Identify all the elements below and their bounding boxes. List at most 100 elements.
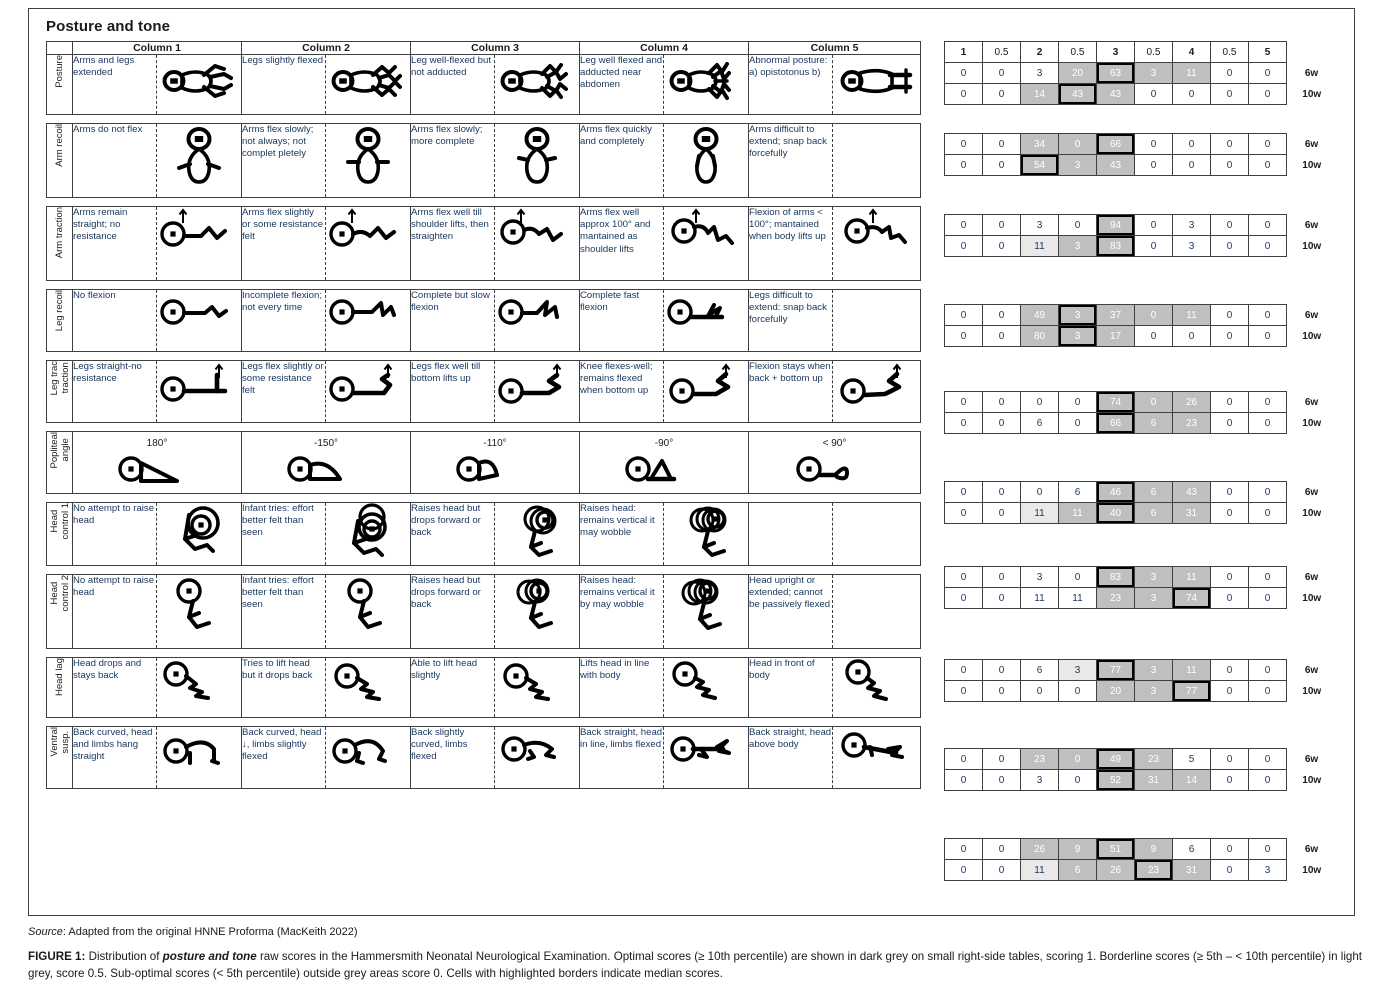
header-column-4: Column 4: [579, 41, 749, 55]
score-cell: 3: [1020, 62, 1059, 84]
score-row-6w: 0 0 23 0 49 23 5 0 0 6w: [944, 748, 1337, 770]
score-block-3: 0 0 49 3 37 0 11 0 0 6w 0 0 80 3 17 0 0 0 0 10w: [944, 304, 1337, 347]
score-block-5: 0 0 0 6 46 6 43 0 0 6w 0 0 11 11 40 6 31 0 0 10w: [944, 481, 1337, 524]
score-header-row: 1 0.5 2 0.5 3 0.5 4 0.5 5: [944, 41, 1337, 63]
score-cell: 0: [1058, 412, 1097, 434]
score-cell: 0: [982, 62, 1021, 84]
figure-headlag-3: [494, 657, 580, 718]
score-cell: 0: [1210, 325, 1249, 347]
score-cell: 0: [982, 325, 1021, 347]
header-row: Column 1 Column 2 Column 3 Column 4 Colu…: [46, 41, 921, 55]
description-cell-5: [748, 502, 833, 566]
score-cell: 0: [944, 587, 983, 609]
score-cell: 37: [1096, 304, 1135, 326]
description-cell-5: Flexion of arms < 100°; mantained when b…: [748, 206, 833, 281]
score-cell: 0: [982, 680, 1021, 702]
row-gap: [46, 717, 921, 727]
angle-cell-5: < 90°: [748, 431, 921, 494]
score-cell: 20: [1096, 680, 1135, 702]
score-cell: 6: [1058, 481, 1097, 503]
figure-popliteal-4: [580, 449, 748, 489]
score-cell: 0: [982, 133, 1021, 155]
figure-headlag-1: [156, 657, 242, 718]
score-cell: 0: [1248, 62, 1287, 84]
score-cell: 3: [1134, 566, 1173, 588]
score-cell: 66: [1096, 133, 1135, 155]
score-cell: 0: [1058, 680, 1097, 702]
score-row-10w: 0 0 0 0 20 3 77 0 0 10w: [944, 680, 1337, 702]
figure-caption: FIGURE 1: Distribution of posture and to…: [28, 948, 1363, 982]
score-cell: 0: [1210, 859, 1249, 881]
score-cell: 0: [1248, 133, 1287, 155]
score-cell: 9: [1134, 838, 1173, 860]
figure-ventral-4: [663, 726, 749, 789]
score-cell: 11: [1020, 502, 1059, 524]
score-cell: 0: [1210, 838, 1249, 860]
score-cell: 14: [1172, 769, 1211, 791]
score-cell: 3: [1058, 659, 1097, 681]
figure-headctl2-2: [325, 574, 411, 649]
score-cell: 3: [1134, 680, 1173, 702]
score-table: 0 0 23 0 49 23 5 0 0 6w 0 0 3 0 52 31 14 0 0 10w: [944, 748, 1337, 791]
figure-armtraction-5: [832, 206, 921, 281]
score-row-10w: 0 0 11 11 40 6 31 0 0 10w: [944, 502, 1337, 524]
score-cell: 26: [1096, 859, 1135, 881]
score-cell: 63: [1096, 62, 1135, 84]
score-cell: 3: [1134, 62, 1173, 84]
figure-armrecoil-2: [325, 123, 411, 198]
score-cell: 31: [1172, 859, 1211, 881]
table-body: Posture Arms and legs extended Legs sligh…: [46, 54, 921, 789]
week-label: 10w: [1286, 412, 1337, 434]
figure-popliteal-2: [242, 449, 410, 489]
score-header-5: 0.5: [1134, 41, 1173, 63]
score-row-10w: 0 0 6 0 66 6 23 0 0 10w: [944, 412, 1337, 434]
score-table: 0 0 49 3 37 0 11 0 0 6w 0 0 80 3 17 0 0 0 0 10w: [944, 304, 1337, 347]
week-label: 6w: [1286, 62, 1337, 84]
score-cell: 0: [1020, 680, 1059, 702]
score-table: 0 0 6 3 77 3 11 0 0 6w 0 0 0 0 20 3 77 0 0 10w: [944, 659, 1337, 702]
score-cell: 0: [982, 859, 1021, 881]
description-cell-3: Raises head but drops forward or back: [410, 574, 495, 649]
score-cell: 23: [1096, 587, 1135, 609]
score-cell: 0: [1210, 154, 1249, 176]
score-cell: 0: [982, 481, 1021, 503]
description-cell-1: Arms and legs extended: [72, 54, 157, 115]
score-header-6: 4: [1172, 41, 1211, 63]
score-cell: 11: [1172, 304, 1211, 326]
score-cell: 0: [1172, 133, 1211, 155]
week-label: 10w: [1286, 587, 1337, 609]
score-cell: 66: [1096, 412, 1135, 434]
description-cell-4: Raises head: remains vertical it by may …: [579, 574, 664, 649]
figure-cell-empty: [832, 502, 921, 566]
week-label: 10w: [1286, 83, 1337, 105]
description-cell-2: Legs slightly flexed: [241, 54, 326, 115]
week-label: 6w: [1286, 481, 1337, 503]
score-cell: 34: [1020, 133, 1059, 155]
score-row-6w: 0 0 3 0 94 0 3 0 0 6w: [944, 214, 1337, 236]
score-cell: 0: [1058, 566, 1097, 588]
angle-cell-3: -110°: [410, 431, 580, 494]
score-cell: 3: [1172, 214, 1211, 236]
row-label: Head control 2: [46, 574, 73, 649]
figure-armrecoil-1: [156, 123, 242, 198]
score-header-3: 0.5: [1058, 41, 1097, 63]
description-cell-5: Head in front of body: [748, 657, 833, 718]
score-block-1: 0 0 34 0 66 0 0 0 0 6w 0 0 54 3 43 0 0 0 0 10w: [944, 133, 1337, 176]
score-cell: 0: [1248, 838, 1287, 860]
row-gap: [46, 197, 921, 207]
description-cell-2: Back curved, head ↓, limbs slightly flex…: [241, 726, 326, 789]
score-cell: 46: [1096, 481, 1135, 503]
row-label: Head control 1: [46, 502, 73, 566]
score-cell: 0: [1020, 391, 1059, 413]
table-row: Head control 2 No attempt to raise head I…: [46, 574, 921, 649]
week-label: 10w: [1286, 235, 1337, 257]
figure-headctl1-1: [156, 502, 242, 566]
score-cell: 83: [1096, 566, 1135, 588]
figure-legrecoil-1: [156, 289, 242, 352]
source-text: : Adapted from the original HNNE Proform…: [62, 926, 358, 938]
figure-popliteal-1: [73, 449, 241, 489]
description-cell-1: Back curved, head and limbs hang straigh…: [72, 726, 157, 789]
row-label-text: Popliteal angle: [48, 432, 71, 469]
score-cell: 3: [1248, 859, 1287, 881]
score-cell: 0: [944, 412, 983, 434]
